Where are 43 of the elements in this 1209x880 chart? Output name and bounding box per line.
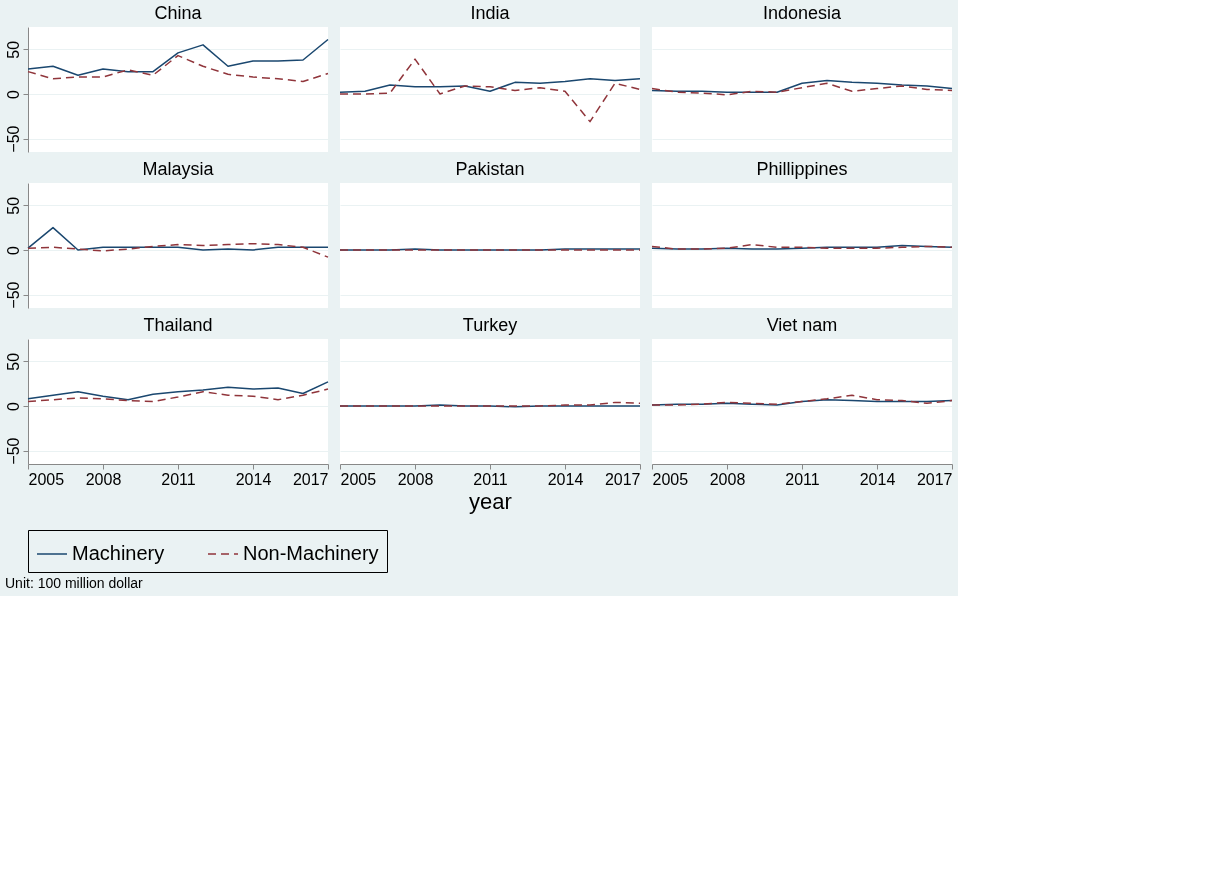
chart-title: Thailand	[143, 315, 213, 335]
y-tick-label: 0	[4, 245, 22, 255]
y-tick-label: 50	[4, 196, 22, 215]
y-tick-label: 50	[4, 40, 22, 59]
x-tick-label: 2008	[85, 470, 122, 488]
y-tick-label: −50	[4, 125, 22, 153]
x-tick-label: 2005	[340, 470, 377, 488]
chart-title: Phillippines	[756, 159, 848, 179]
line-series	[27, 226, 329, 251]
x-tick-label: 2005	[28, 470, 65, 488]
x-tick-label: 2017	[604, 470, 641, 488]
y-tick-label: 0	[4, 89, 22, 99]
line-series	[27, 388, 329, 403]
y-tick-label: 0	[4, 401, 22, 411]
x-tick-label: 2017	[292, 470, 329, 488]
legend-label: Non-Machinery	[243, 542, 379, 564]
line-series	[27, 38, 329, 76]
line-series	[27, 381, 329, 401]
chart-title: Turkey	[462, 315, 518, 335]
y-tick-label: −50	[4, 437, 22, 465]
chart-title: Indonesia	[762, 3, 843, 23]
chart-title: Pakistan	[455, 159, 525, 179]
x-tick-label: 2017	[916, 470, 953, 488]
y-tick-label: 50	[4, 352, 22, 371]
x-tick-label: 2014	[547, 470, 584, 488]
y-tick-label: −50	[4, 281, 22, 309]
legend-label: Machinery	[72, 542, 165, 564]
x-tick-label: 2014	[859, 470, 896, 488]
x-tick-label: 2008	[709, 470, 746, 488]
x-tick-label: 2014	[235, 470, 272, 488]
text: Unit: 100 million dollar	[5, 574, 144, 591]
chart-title: Viet nam	[766, 315, 838, 335]
x-tick-label: 2011	[161, 470, 196, 488]
chart-title: India	[470, 3, 511, 23]
chart-title: Malaysia	[142, 159, 215, 179]
x-tick-label: 2011	[785, 470, 820, 488]
line-series	[27, 54, 329, 83]
line-series	[27, 242, 329, 258]
x-tick-label: 2005	[652, 470, 689, 488]
x-tick-label: 2011	[473, 470, 508, 488]
x-axis-title: year	[469, 488, 512, 514]
chart-title: China	[154, 3, 203, 23]
x-tick-label: 2008	[397, 470, 434, 488]
